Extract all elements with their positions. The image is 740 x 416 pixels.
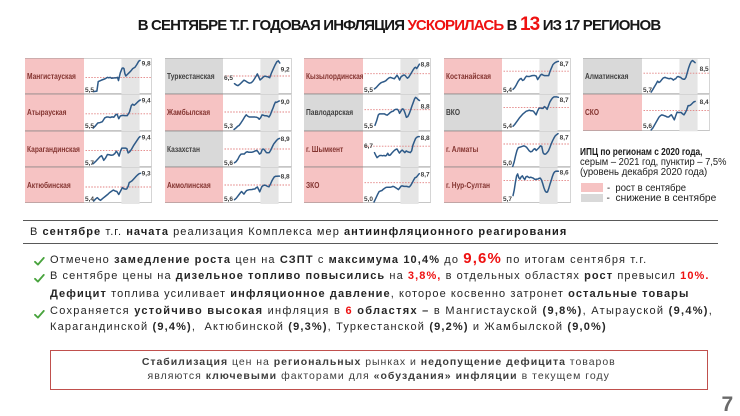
svg-text:5,5: 5,5 (85, 123, 94, 130)
svg-text:8,7: 8,7 (560, 97, 569, 104)
svg-text:8,8: 8,8 (420, 134, 429, 141)
svg-text:8,6: 8,6 (560, 169, 569, 176)
svg-text:5,6: 5,6 (224, 196, 233, 203)
svg-text:8,7: 8,7 (560, 61, 569, 68)
svg-text:5,0: 5,0 (364, 196, 373, 203)
svg-text:9,3: 9,3 (141, 171, 150, 178)
svg-text:5,4: 5,4 (503, 123, 512, 130)
svg-text:8,7: 8,7 (420, 171, 429, 178)
svg-text:9,2: 9,2 (281, 66, 290, 73)
svg-text:8,7: 8,7 (560, 134, 569, 141)
svg-text:9,4: 9,4 (141, 98, 150, 105)
svg-text:5,6: 5,6 (643, 123, 652, 130)
svg-text:8,9: 8,9 (281, 135, 290, 142)
svg-text:5,0: 5,0 (503, 160, 512, 167)
svg-text:9,4: 9,4 (141, 134, 150, 141)
svg-text:5,4: 5,4 (85, 196, 94, 203)
svg-text:5,7: 5,7 (643, 87, 652, 94)
svg-text:8,8: 8,8 (281, 173, 290, 180)
svg-text:6,7: 6,7 (364, 142, 373, 149)
svg-text:9,8: 9,8 (141, 61, 150, 68)
svg-text:5,7: 5,7 (85, 160, 94, 167)
svg-text:5,5: 5,5 (364, 87, 373, 94)
svg-text:6,5: 6,5 (224, 75, 233, 82)
svg-text:5,5: 5,5 (364, 123, 373, 130)
svg-text:8,8: 8,8 (420, 61, 429, 68)
svg-text:5,3: 5,3 (224, 123, 233, 130)
svg-text:8,5: 8,5 (699, 66, 708, 73)
svg-text:5,4: 5,4 (503, 87, 512, 94)
svg-text:8,8: 8,8 (420, 104, 429, 111)
svg-text:8,4: 8,4 (699, 99, 708, 106)
svg-text:9,0: 9,0 (281, 99, 290, 106)
svg-text:5,6: 5,6 (224, 160, 233, 167)
svg-text:5,7: 5,7 (503, 196, 512, 203)
svg-text:5,5: 5,5 (85, 87, 94, 94)
